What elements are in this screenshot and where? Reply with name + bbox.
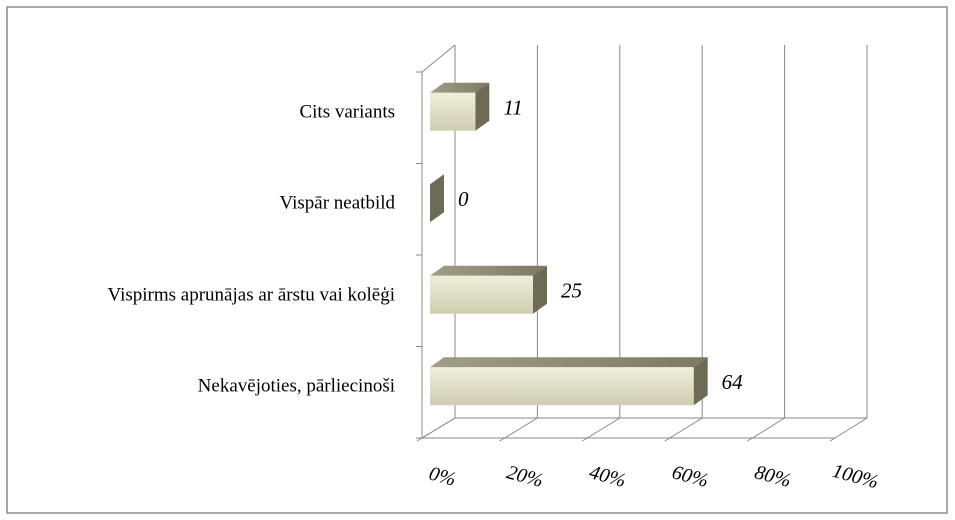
value-label: 25	[561, 279, 582, 303]
bar	[430, 265, 547, 314]
x-tick	[664, 437, 671, 442]
category-label: Vispār neatbild	[279, 192, 395, 214]
floor-grid-line	[421, 417, 456, 439]
category-label: Nekavējoties, pārliecinoši	[197, 375, 395, 397]
frame	[6, 6, 948, 514]
value-label: 11	[503, 96, 522, 120]
category-label: Cits variants	[299, 101, 395, 123]
bar	[430, 357, 708, 406]
x-tick-label: 40%	[587, 461, 628, 492]
bar	[430, 82, 490, 131]
bar-front	[430, 275, 533, 314]
bar-side	[693, 357, 708, 406]
x-tick-label: 100%	[830, 460, 881, 493]
x-tick	[499, 437, 505, 442]
bar-side	[533, 265, 547, 314]
floor-grid-line	[834, 417, 868, 439]
x-tick	[747, 437, 753, 442]
floor-grid-line	[669, 417, 703, 439]
floor-grid-line	[752, 417, 785, 439]
category-label: Vispirms aprunājas ar ārstu vai kolēģi	[107, 284, 395, 306]
bar-top	[430, 82, 490, 93]
bar-side	[430, 174, 444, 223]
bar-top	[430, 265, 547, 276]
bar-side	[475, 82, 490, 131]
x-tick-label: 60%	[670, 461, 711, 492]
x-tick	[581, 437, 588, 442]
value-label: 64	[722, 370, 744, 394]
bar-top	[430, 357, 708, 368]
x-tick-label: 0%	[427, 463, 458, 491]
value-label: 0	[458, 187, 469, 211]
floor-grid-line	[504, 417, 538, 439]
bar-front	[430, 367, 694, 406]
wall-edge	[421, 44, 456, 73]
x-tick-label: 20%	[504, 461, 545, 492]
x-tick	[829, 437, 836, 442]
x-tick-label: 80%	[752, 461, 793, 492]
bar	[430, 174, 444, 223]
floor-grid-line	[586, 417, 621, 439]
bar-front	[430, 92, 476, 131]
